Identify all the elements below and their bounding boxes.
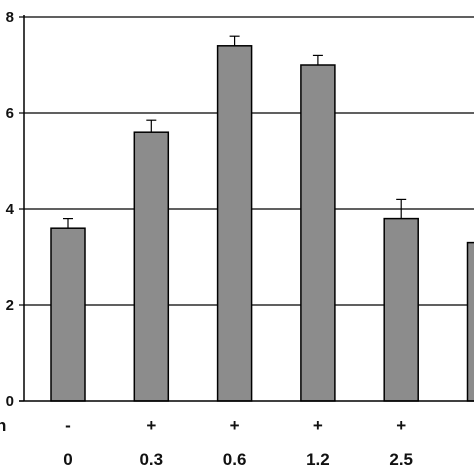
bar xyxy=(300,64,336,402)
x-tick-label: 0.3 xyxy=(139,450,163,469)
bars xyxy=(50,35,474,402)
axes xyxy=(19,15,474,402)
y-tick-label: 6 xyxy=(6,105,14,122)
bar xyxy=(216,45,253,402)
y-tick-label: 4 xyxy=(6,201,15,218)
x-tick-label-row1: + xyxy=(313,416,323,435)
x-tick-label: 2.5 xyxy=(389,450,413,469)
x-tick-label: 0.6 xyxy=(223,450,247,469)
y-tick-label: 0 xyxy=(6,393,14,410)
y-tick-label: 8 xyxy=(6,9,14,26)
x-tick-label-row1: + xyxy=(396,416,406,435)
row1-label: n xyxy=(0,416,6,435)
x-tick-label-row1: + xyxy=(146,416,156,435)
x-tick-label-row1: + xyxy=(230,416,240,435)
bar xyxy=(133,131,170,402)
bar xyxy=(50,227,86,402)
y-tick-label: 2 xyxy=(6,297,14,314)
x-tick-label-row1: - xyxy=(65,416,71,435)
bar xyxy=(383,217,419,402)
x-tick-label: 0 xyxy=(63,450,72,469)
x-tick-label: 1.2 xyxy=(306,450,330,469)
bar xyxy=(466,241,474,402)
